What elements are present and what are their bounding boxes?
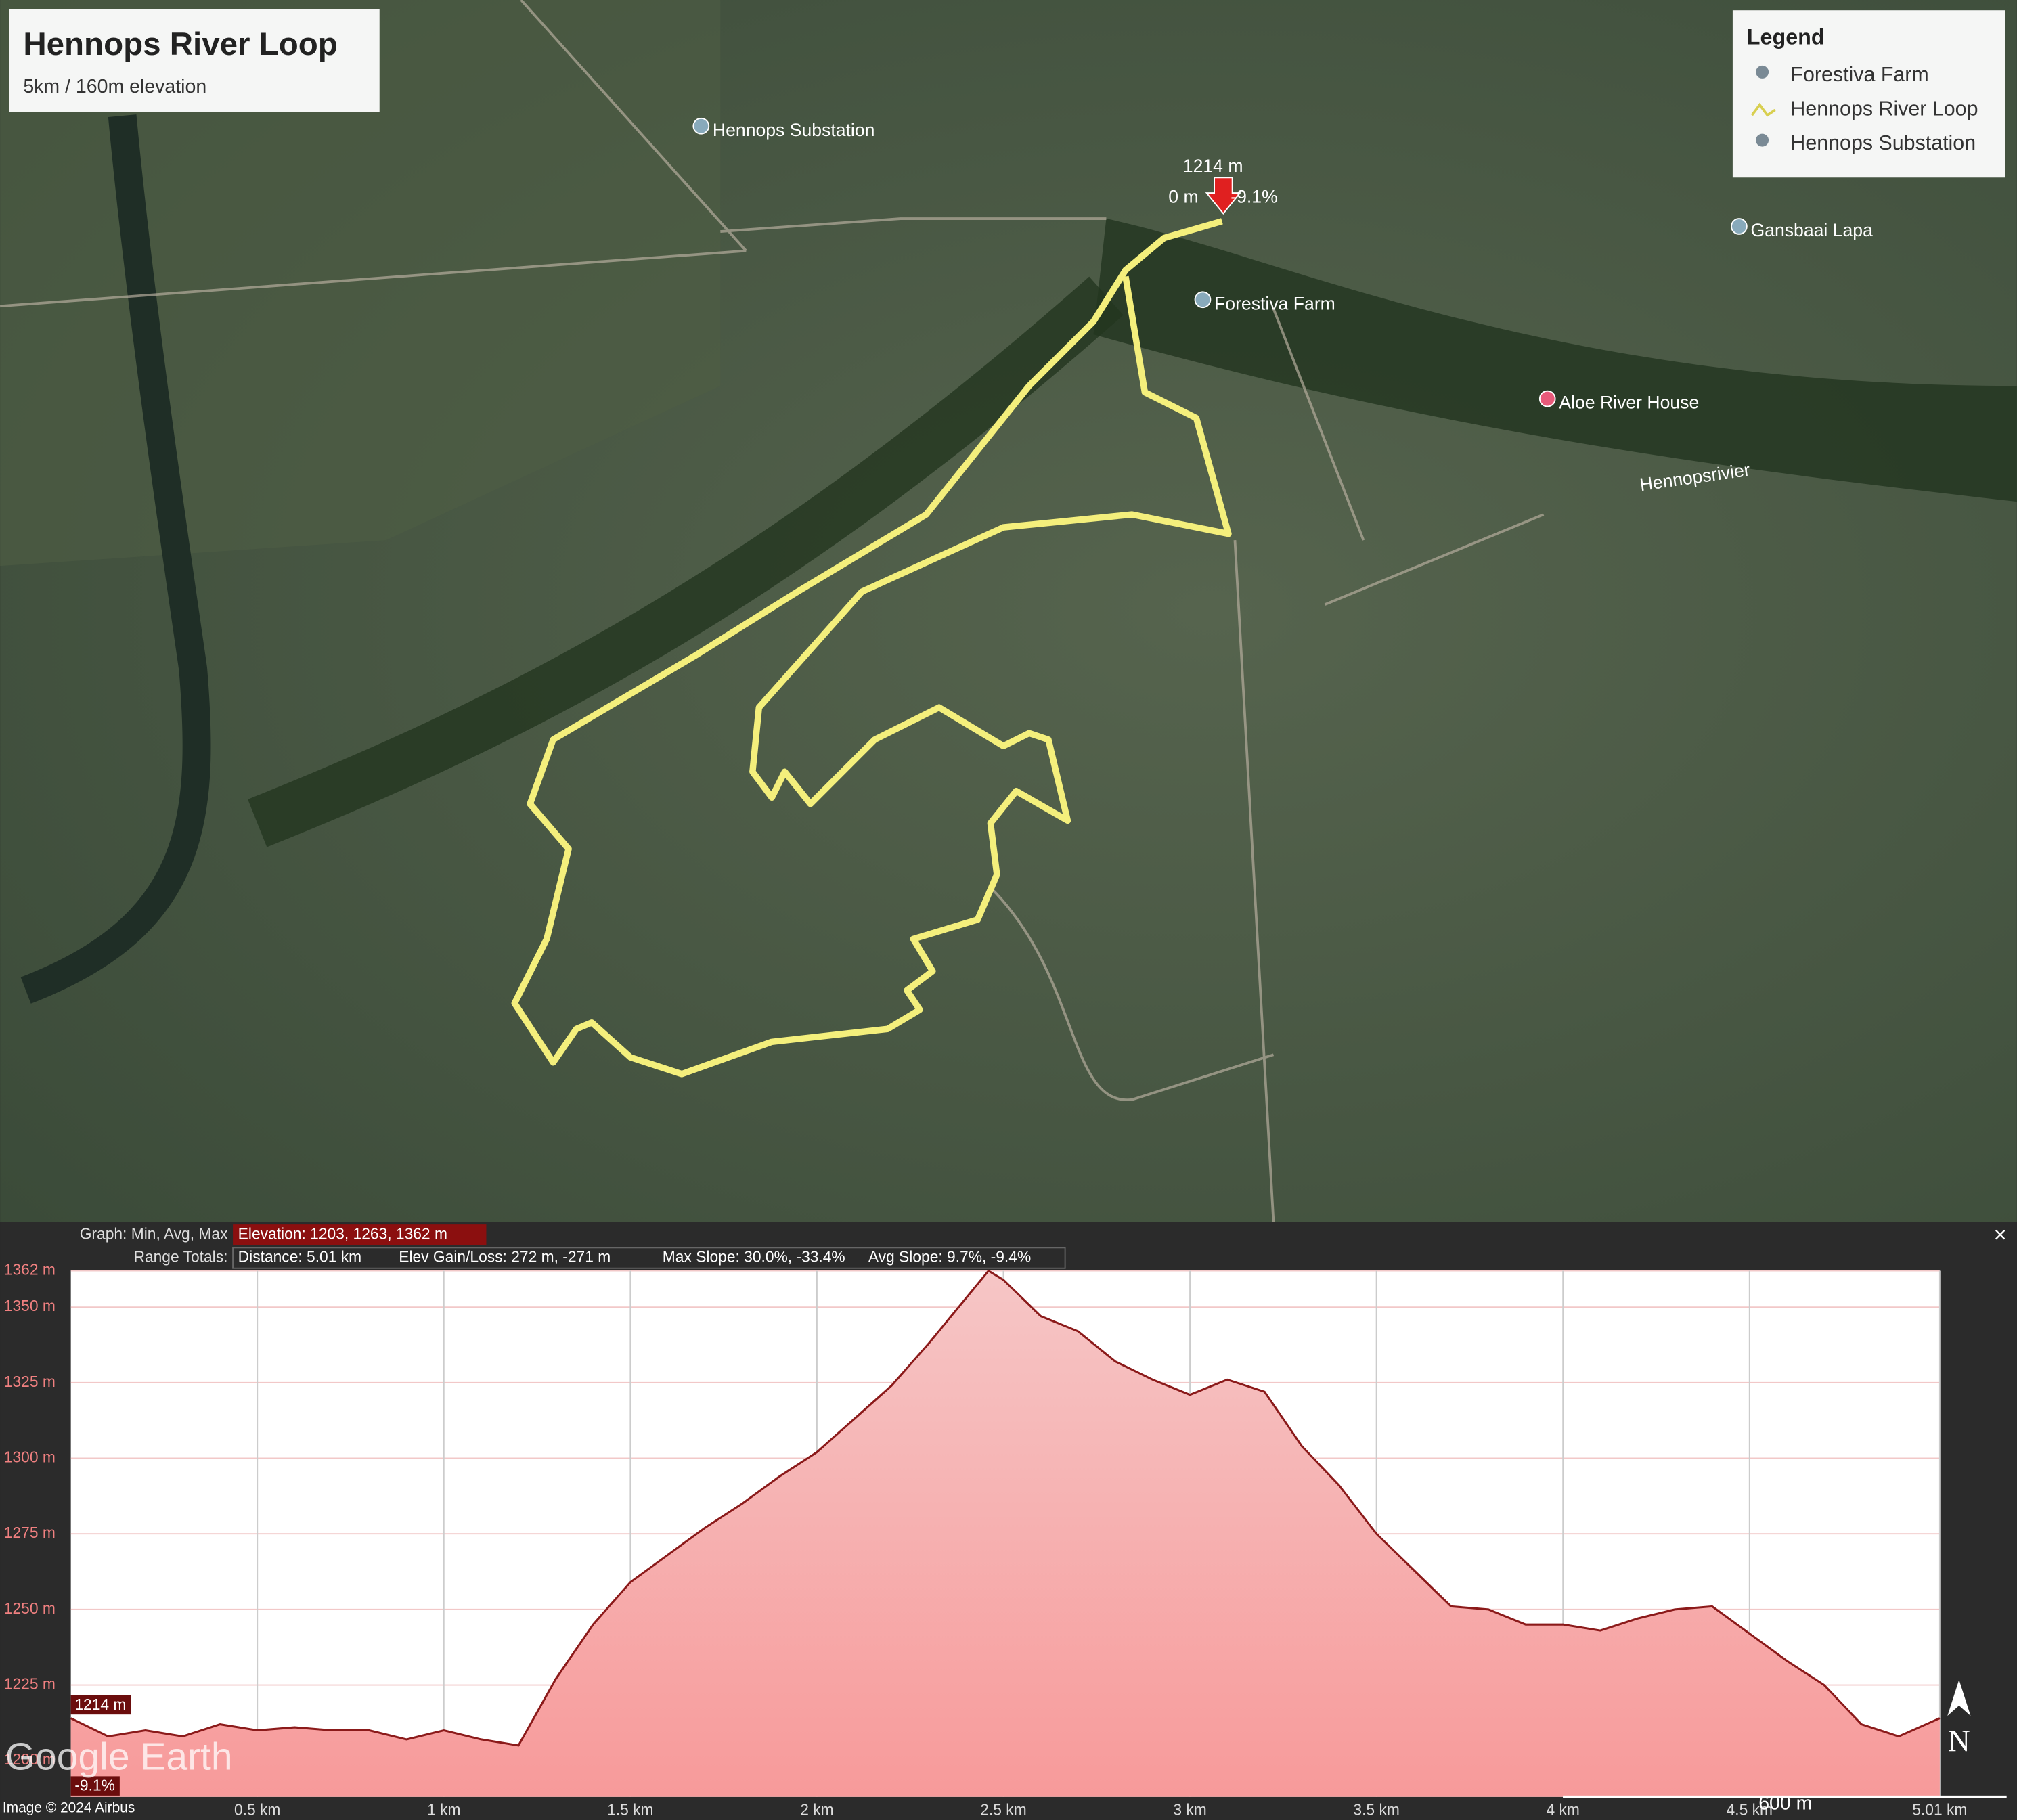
elevation-stat: Elevation: 1203, 1263, 1362 m [238,1224,447,1242]
x-tick-label: 2 km [800,1801,833,1819]
y-tick-label: 1250 m [4,1599,56,1617]
cursor-slope: -9.1% [1231,187,1277,207]
cursor-distance: 0 m [1168,187,1198,207]
y-tick-label: 1362 m [4,1261,56,1279]
elevation-stat-box [233,1224,487,1245]
cursor-arrow [1205,177,1242,215]
range-box [232,1247,1066,1269]
x-tick-label: 3 km [1173,1801,1206,1819]
range-label: Range Totals: [133,1248,227,1266]
cursor-elevation-box [70,1695,131,1715]
cursor-slope-label: -9.1% [74,1777,115,1794]
y-tick-label: 1325 m [4,1373,56,1390]
place-label: Hennops Substation [713,120,875,140]
scale-label: 600 m [1758,1793,1812,1815]
avg-slope-stat: Avg Slope: 9.7%, -9.4% [868,1248,1031,1266]
attribution: Image © 2024 Airbus [3,1800,135,1815]
graph-label: Graph: Min, Avg, Max [80,1224,228,1242]
roads [0,0,1545,1222]
x-tick-label: 0.5 km [234,1801,280,1819]
y-tick-label: 1225 m [4,1675,56,1693]
y-tick-label: 1300 m [4,1448,56,1466]
river [20,114,211,1004]
legend-icon [1750,102,1776,117]
legend-icon [1756,133,1769,147]
elevation-line [70,1269,1941,1747]
map-title: Hennops River Loop [23,26,337,62]
legend-title: Legend [1747,25,1825,49]
north-label: N [1948,1723,1970,1758]
place-pin [1194,291,1212,309]
title-box [9,9,380,112]
x-tick-label: 5.01 km [1912,1801,1967,1819]
legend-item: Hennops River Loop [1790,97,1978,120]
max-slope-stat: Max Slope: 30.0%, -33.4% [663,1248,845,1266]
legend-box [1732,10,2005,178]
field [0,0,721,567]
x-tick-label: 4.5 km [1727,1801,1773,1819]
google-earth-logo: Google Earth [5,1735,233,1779]
close-button[interactable]: × [1994,1222,2007,1247]
x-tick-label: 2.5 km [980,1801,1026,1819]
gain-loss-stat: Elev Gain/Loss: 272 m, -271 m [399,1248,611,1266]
place-pin [1731,218,1748,235]
x-tick-label: 1.5 km [607,1801,653,1819]
y-tick-label: 1350 m [4,1297,56,1314]
x-tick-label: 4 km [1547,1801,1580,1819]
map[interactable]: Hennops Substation Forestiva Farm Gansbaai… [0,0,2017,1222]
place-pin [1538,390,1556,407]
y-tick-label: 1275 m [4,1524,56,1541]
place-label: Forestiva Farm [1214,293,1335,313]
distance-stat: Distance: 5.01 km [238,1248,361,1266]
legend-icon [1756,65,1769,79]
y-tick-label: 1200 m [4,1750,56,1768]
cursor-elevation-label: 1214 m [74,1695,126,1713]
forest-strip [248,276,1124,847]
riverine-forest [1093,219,2017,502]
legend-item: Forestiva Farm [1790,63,1928,86]
legend-item: Hennops Substation [1790,131,1976,154]
x-tick-label: 3.5 km [1353,1801,1399,1819]
north-arrow[interactable] [1947,1679,1971,1716]
elevation-area [70,1270,1940,1797]
trail[interactable] [511,218,1232,1078]
x-tick-label: 1 km [427,1801,460,1819]
place-label: Aloe River House [1559,393,1699,413]
cursor-elevation: 1214 m [1183,156,1243,176]
elevation-panel: Graph: Min, Avg, Max Elevation: 1203, 12… [0,1222,2017,1820]
cursor-slope-box [70,1776,120,1796]
place-pin [692,117,710,135]
place-label: Gansbaai Lapa [1751,220,1874,240]
map-subtitle: 5km / 160m elevation [23,76,206,97]
